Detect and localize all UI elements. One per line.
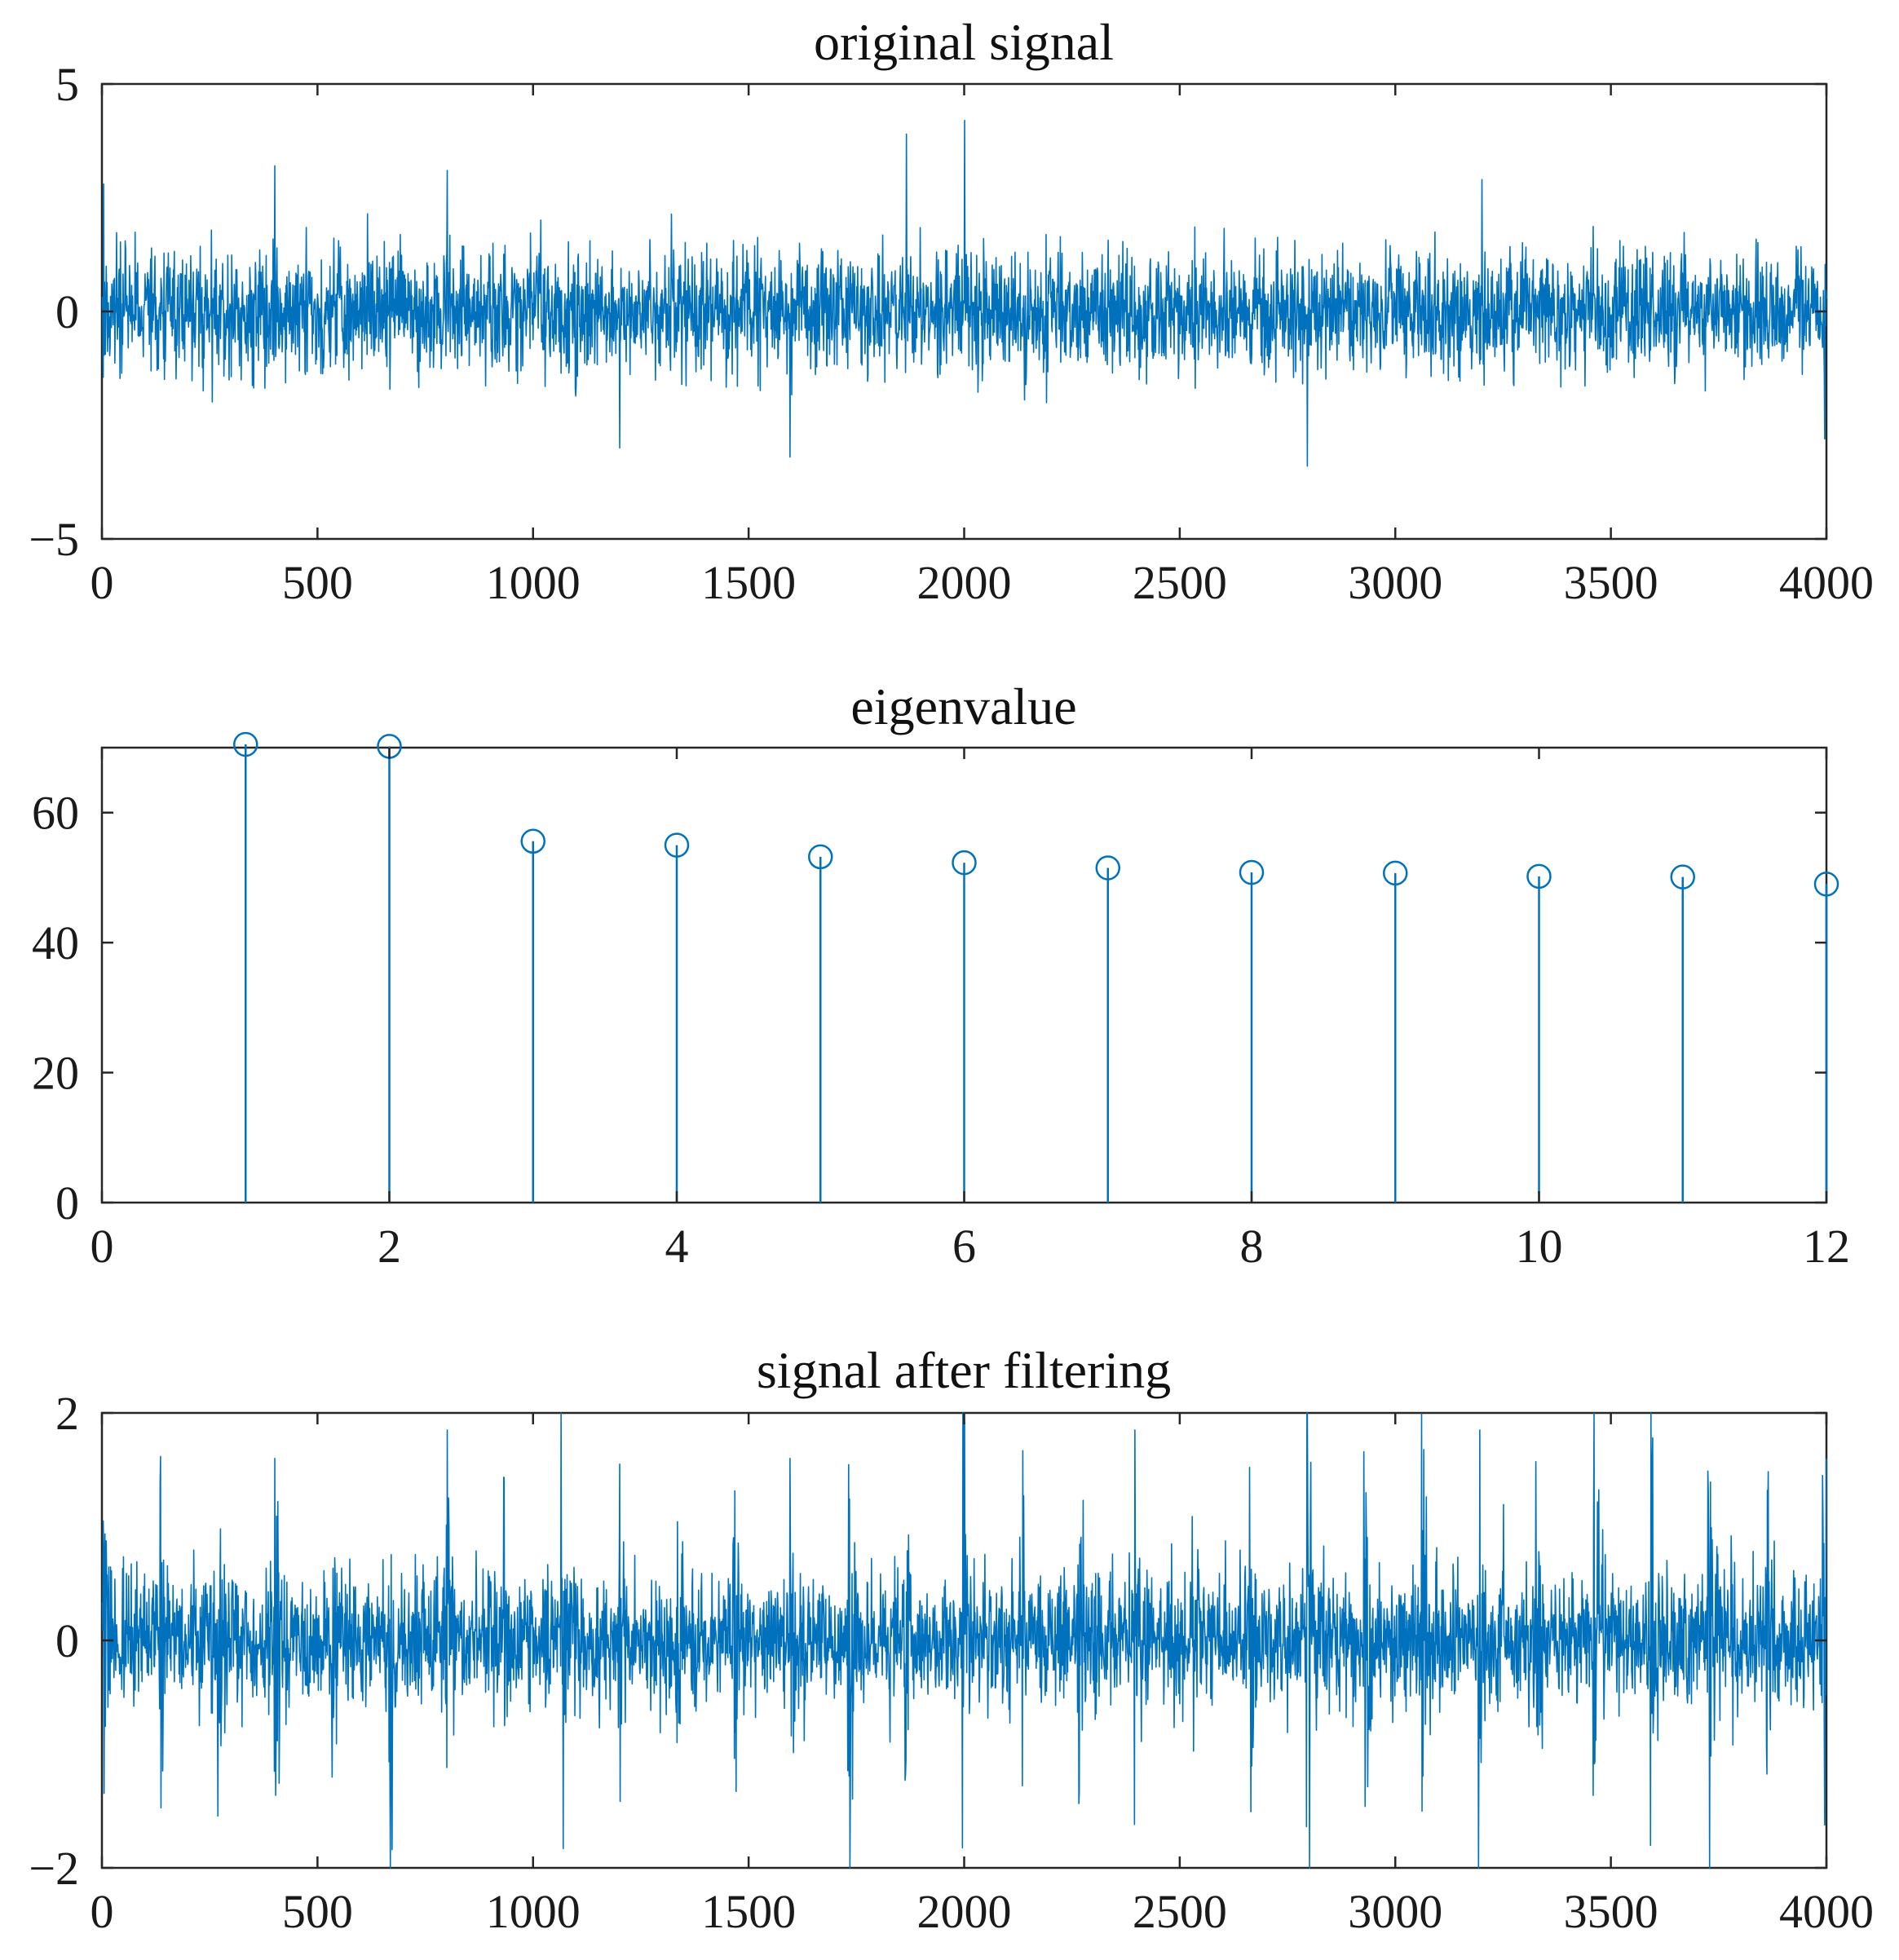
stem-marker <box>233 731 258 757</box>
stem-marker <box>1526 863 1552 890</box>
stem-marker <box>1670 864 1695 890</box>
x-tick-label: 2500 <box>1133 1885 1227 1938</box>
subplot-signal-after-filtering: signal after filtering 0 500 1000 1500 2000 2… <box>29 1341 1874 1938</box>
x-tick-label: 4 <box>665 1220 689 1273</box>
x-tick-label: 10 <box>1516 1220 1563 1273</box>
stem-marker <box>808 844 833 870</box>
y-tick-label: 0 <box>55 285 79 338</box>
tick-group: 0 500 1000 1500 2000 2500 3000 3500 4000−202 <box>29 1387 1874 1938</box>
x-tick-label: 0 <box>91 1220 114 1273</box>
y-tick-label: 40 <box>32 916 79 969</box>
x-tick-label: 1000 <box>486 1885 581 1938</box>
x-tick-label: 2500 <box>1133 556 1227 609</box>
x-tick-label: 2 <box>378 1220 401 1273</box>
x-tick-label: 3500 <box>1564 556 1658 609</box>
tick-group: 0 500 1000 1500 2000 2500 3000 3500 4000−505 <box>29 58 1874 609</box>
stem-marker <box>520 828 545 854</box>
x-tick-label: 3000 <box>1348 556 1442 609</box>
x-tick-label: 3000 <box>1348 1885 1442 1938</box>
stem-marker <box>1383 860 1408 886</box>
series-group <box>233 731 1839 1203</box>
x-tick-label: 2000 <box>917 556 1012 609</box>
y-tick-label: 60 <box>32 787 79 840</box>
x-tick-label: 0 <box>91 556 114 609</box>
plot-title: original signal <box>814 13 1114 71</box>
y-tick-label: 5 <box>55 58 79 111</box>
stem-marker <box>952 850 977 876</box>
y-tick-label: 0 <box>55 1614 79 1667</box>
y-tick-label: 0 <box>55 1176 79 1229</box>
x-tick-label: 500 <box>282 556 353 609</box>
x-tick-label: 1000 <box>486 556 581 609</box>
subplot-eigenvalue: eigenvalue 0 2 4 6 8 10 12 0 20 40 60 <box>32 678 1850 1273</box>
x-tick-label: 4000 <box>1779 1885 1874 1938</box>
stem-marker <box>1095 855 1120 881</box>
x-tick-label: 1500 <box>701 1885 796 1938</box>
x-tick-label: 12 <box>1803 1220 1850 1273</box>
x-tick-label: 0 <box>91 1885 114 1938</box>
series-line-original-signal <box>101 119 1827 467</box>
x-tick-label: 3500 <box>1564 1885 1658 1938</box>
x-tick-label: 500 <box>282 1885 353 1938</box>
plot-title: signal after filtering <box>757 1341 1171 1399</box>
x-tick-label: 2000 <box>917 1885 1012 1938</box>
y-tick-label: 20 <box>32 1047 79 1100</box>
tick-group: 0 2 4 6 8 10 12 0 20 40 60 <box>32 748 1850 1273</box>
y-tick-label: 2 <box>55 1387 79 1440</box>
stem-marker <box>664 832 690 858</box>
x-tick-label: 6 <box>952 1220 976 1273</box>
stem-marker <box>1239 859 1265 885</box>
stem-marker <box>1813 872 1839 897</box>
subplot-original-signal: original signal 0 500 1000 1500 2000 2500 3000… <box>29 13 1874 609</box>
x-tick-label: 1500 <box>701 556 796 609</box>
x-tick-label: 4000 <box>1779 556 1874 609</box>
y-tick-label: −5 <box>29 513 79 566</box>
x-tick-label: 8 <box>1240 1220 1264 1273</box>
plot-title: eigenvalue <box>850 678 1076 735</box>
series-group <box>101 119 1827 467</box>
y-tick-label: −2 <box>29 1842 79 1895</box>
